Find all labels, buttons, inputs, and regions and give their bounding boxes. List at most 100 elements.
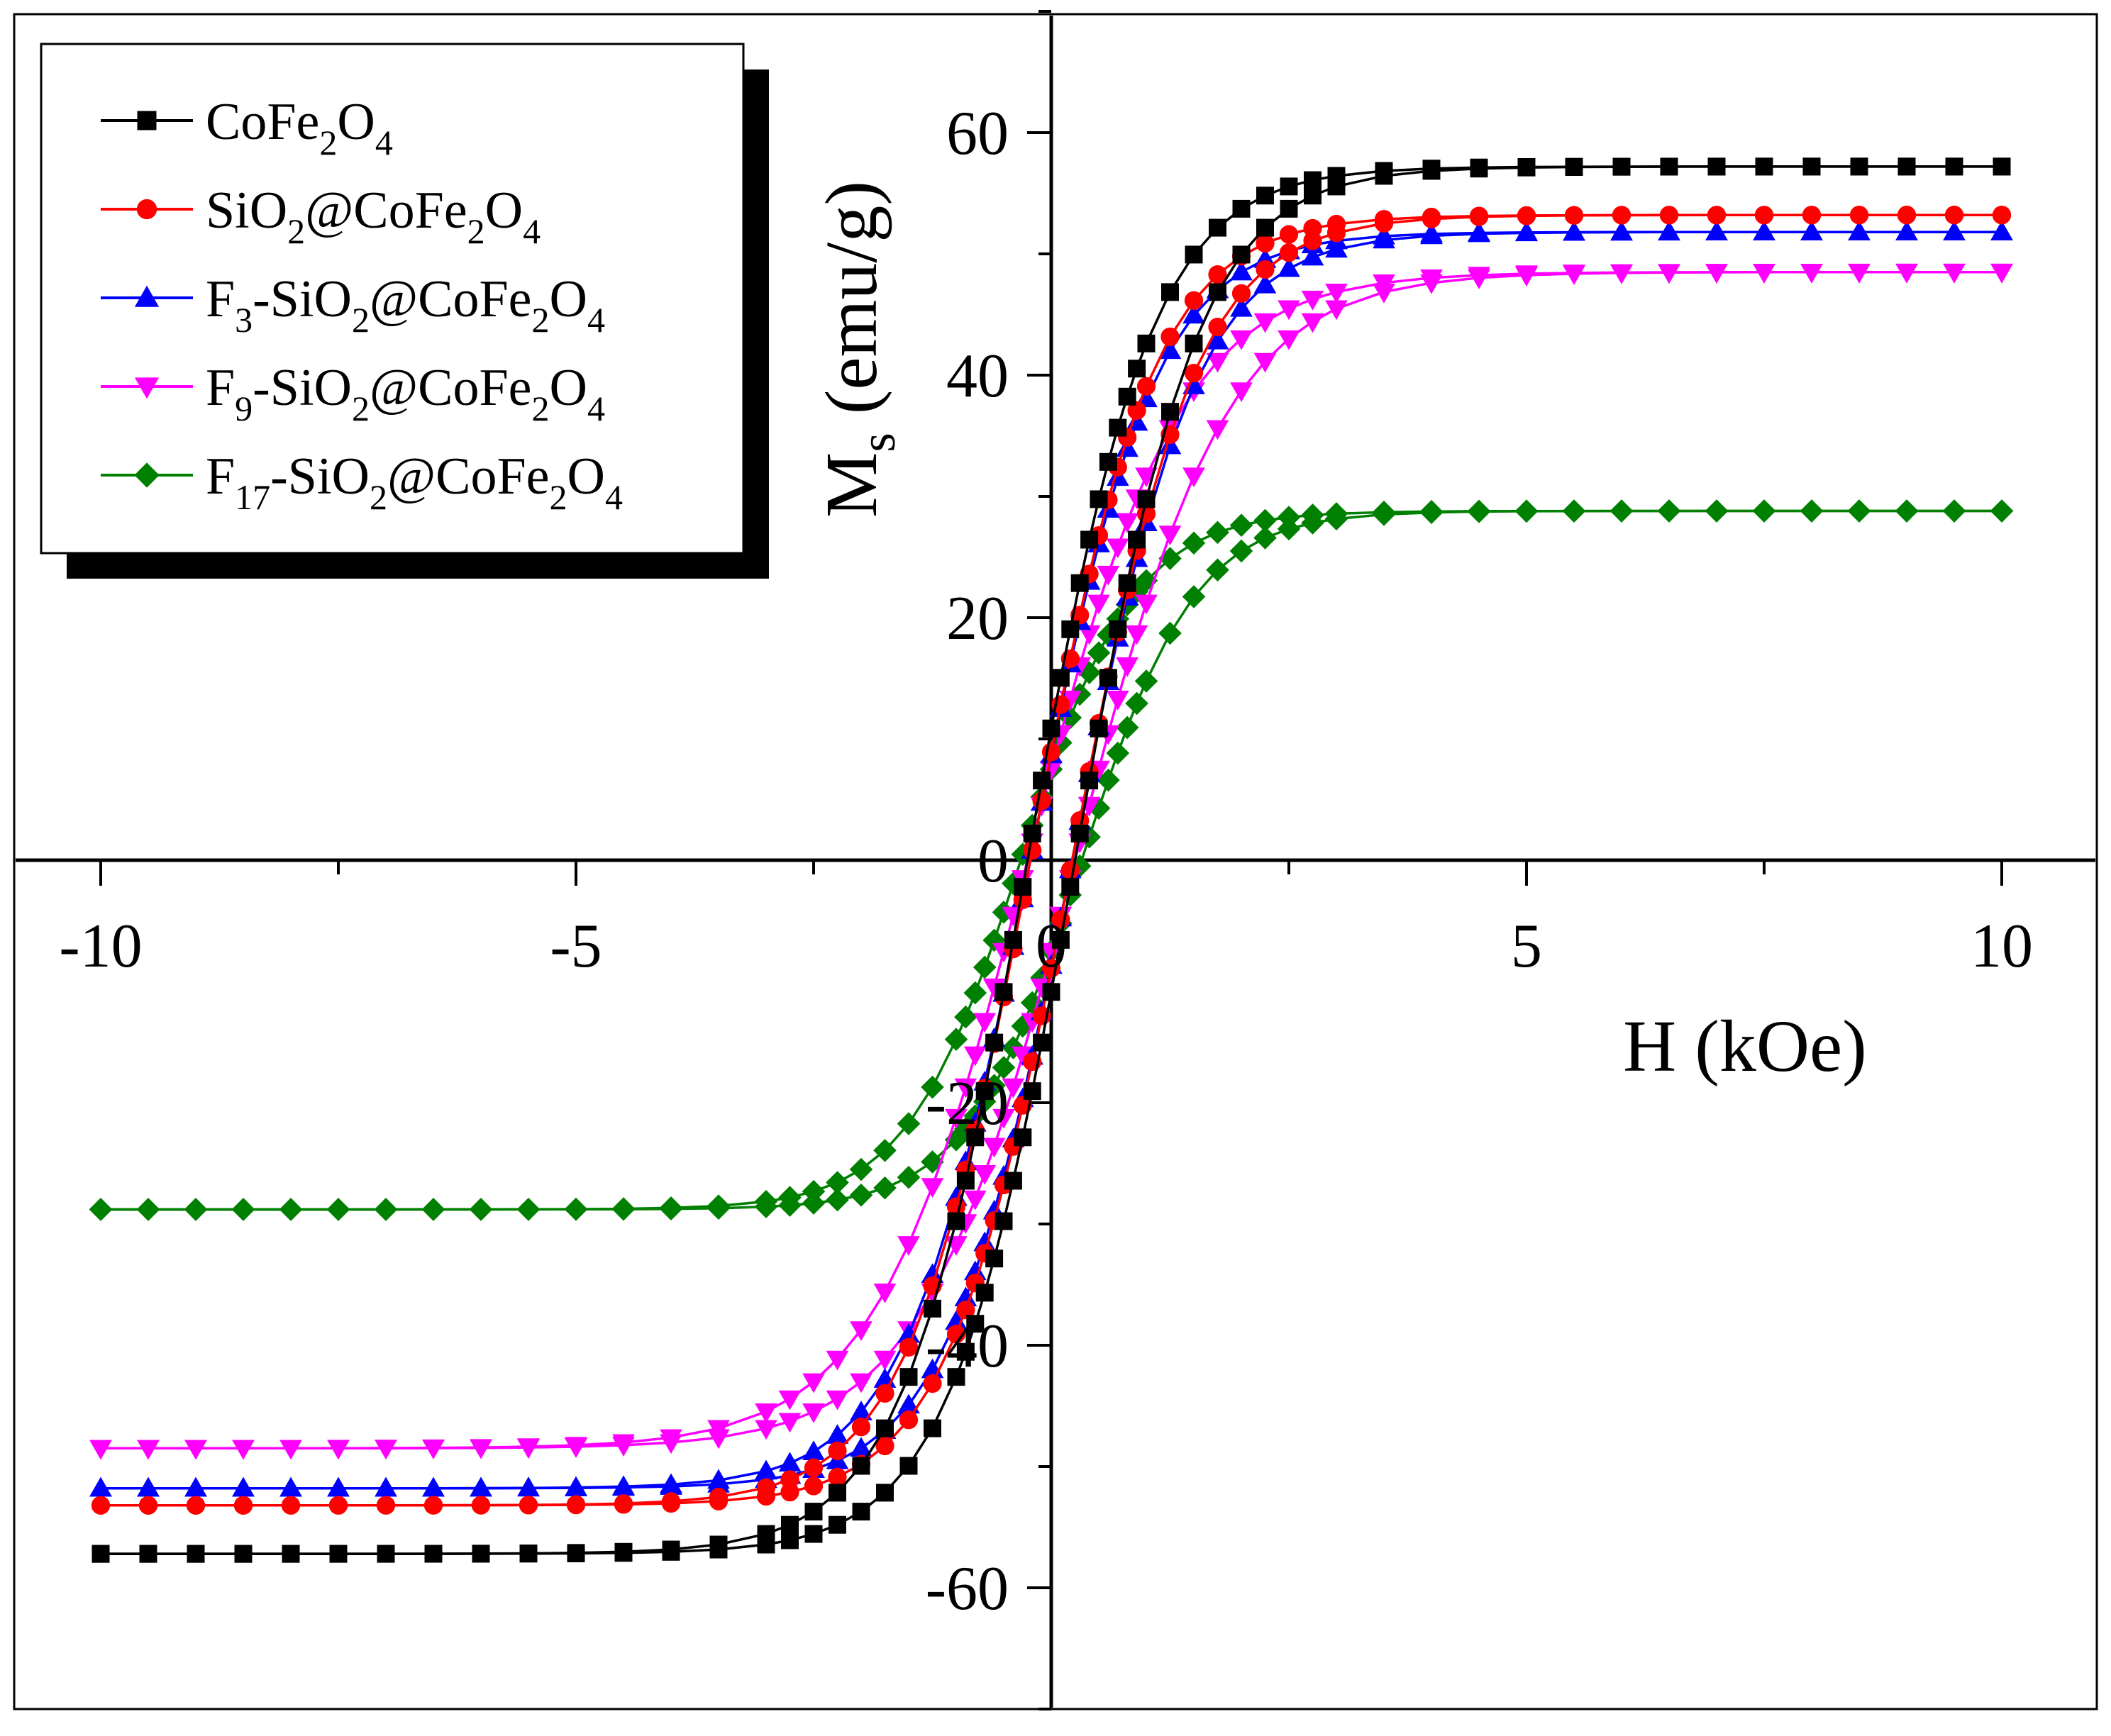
data-point bbox=[1070, 824, 1089, 842]
data-point bbox=[1161, 283, 1179, 301]
data-point bbox=[1303, 218, 1322, 238]
data-point bbox=[614, 1494, 633, 1513]
data-point bbox=[282, 1545, 300, 1563]
data-point bbox=[611, 1197, 636, 1220]
data-point bbox=[756, 1478, 776, 1497]
data-point bbox=[1128, 360, 1146, 378]
y-tick-label: -20 bbox=[926, 1069, 1009, 1138]
data-point bbox=[1990, 263, 2013, 284]
data-point bbox=[1659, 206, 1679, 225]
data-point bbox=[899, 1337, 919, 1357]
legend: CoFe2O4 SiO2@CoFe2O4 F3-SiO2@CoFe2O4 F9-SiO… bbox=[40, 43, 769, 579]
data-point bbox=[1278, 330, 1300, 350]
data-point bbox=[1077, 625, 1101, 645]
data-point bbox=[1206, 558, 1229, 582]
data-point bbox=[1279, 225, 1299, 244]
data-point bbox=[1849, 206, 1869, 225]
data-point bbox=[1256, 218, 1274, 237]
data-point bbox=[852, 1503, 870, 1521]
data-point bbox=[1160, 327, 1180, 347]
data-point bbox=[1280, 199, 1298, 218]
data-point bbox=[802, 1191, 826, 1215]
data-point bbox=[1372, 500, 1396, 524]
data-point bbox=[1099, 669, 1117, 687]
data-point bbox=[1253, 313, 1277, 333]
data-point bbox=[1895, 263, 1918, 284]
data-point bbox=[659, 1196, 683, 1220]
data-point bbox=[973, 1164, 997, 1185]
x-tick-label: -10 bbox=[59, 912, 142, 981]
data-point bbox=[804, 1503, 823, 1521]
data-point bbox=[1612, 206, 1631, 225]
data-point bbox=[944, 1028, 968, 1051]
data-point bbox=[1023, 824, 1041, 842]
data-point bbox=[956, 1342, 975, 1361]
data-point bbox=[1992, 206, 2012, 225]
data-point bbox=[612, 1434, 635, 1454]
data-point bbox=[1033, 772, 1051, 790]
data-point bbox=[1468, 221, 1490, 242]
data-point bbox=[849, 1157, 873, 1181]
data-point bbox=[1301, 313, 1324, 333]
data-point bbox=[1610, 264, 1633, 284]
data-point bbox=[1469, 206, 1489, 226]
data-point bbox=[1125, 625, 1148, 645]
data-point bbox=[231, 1198, 255, 1221]
x-tick-label: 5 bbox=[1511, 912, 1542, 981]
data-point bbox=[1755, 157, 1773, 176]
y-tick-label: 20 bbox=[946, 584, 1009, 653]
legend-label: SiO2@CoFe2O4 bbox=[206, 182, 541, 251]
data-point bbox=[1562, 499, 1586, 523]
data-point bbox=[1106, 538, 1129, 559]
data-point bbox=[829, 1515, 846, 1534]
data-point bbox=[1230, 330, 1253, 350]
data-point bbox=[279, 1440, 302, 1460]
data-point bbox=[1061, 620, 1080, 638]
data-point bbox=[1420, 222, 1443, 243]
data-point bbox=[1256, 187, 1274, 205]
data-point bbox=[899, 1368, 918, 1386]
data-point bbox=[1230, 260, 1253, 281]
data-point bbox=[1800, 263, 1823, 284]
data-point bbox=[709, 1487, 728, 1507]
data-point bbox=[1610, 221, 1633, 241]
data-point bbox=[1116, 657, 1139, 677]
data-point bbox=[187, 1545, 205, 1563]
data-point bbox=[826, 1171, 849, 1194]
data-point bbox=[954, 1078, 977, 1098]
y-tick-label: -60 bbox=[926, 1554, 1009, 1623]
data-point bbox=[992, 1108, 1015, 1129]
data-point bbox=[945, 1108, 968, 1129]
series-F9-SiO2@CoFe2O4 bbox=[89, 263, 2013, 1460]
data-point bbox=[802, 1373, 825, 1393]
legend-label: F9-SiO2@CoFe2O4 bbox=[206, 359, 605, 428]
data-point bbox=[1136, 377, 1156, 396]
data-point bbox=[1800, 221, 1823, 240]
series-F17-SiO2@CoFe2O4 bbox=[89, 499, 2014, 1221]
series-layer bbox=[89, 157, 2014, 1563]
data-point bbox=[232, 1440, 255, 1460]
data-point bbox=[1087, 594, 1110, 615]
data-point bbox=[1137, 490, 1156, 508]
data-point bbox=[1206, 352, 1229, 373]
data-point bbox=[1563, 221, 1585, 241]
data-point bbox=[1253, 526, 1277, 550]
data-point bbox=[899, 1457, 918, 1475]
data-point bbox=[1230, 296, 1253, 317]
data-point bbox=[1232, 199, 1251, 218]
y-tick-label: 0 bbox=[977, 827, 1009, 896]
data-point bbox=[470, 1439, 492, 1459]
data-point bbox=[876, 1419, 894, 1437]
data-point bbox=[963, 1046, 987, 1067]
data-point bbox=[1326, 214, 1346, 234]
data-point bbox=[1014, 1128, 1032, 1147]
data-point bbox=[1705, 221, 1728, 240]
data-point bbox=[1118, 387, 1136, 406]
data-point bbox=[1517, 206, 1536, 225]
data-point bbox=[1128, 530, 1146, 549]
data-point bbox=[707, 1420, 730, 1440]
data-point bbox=[566, 1495, 586, 1514]
data-point bbox=[1208, 318, 1227, 337]
data-point bbox=[1850, 157, 1868, 176]
data-point bbox=[1373, 274, 1395, 294]
